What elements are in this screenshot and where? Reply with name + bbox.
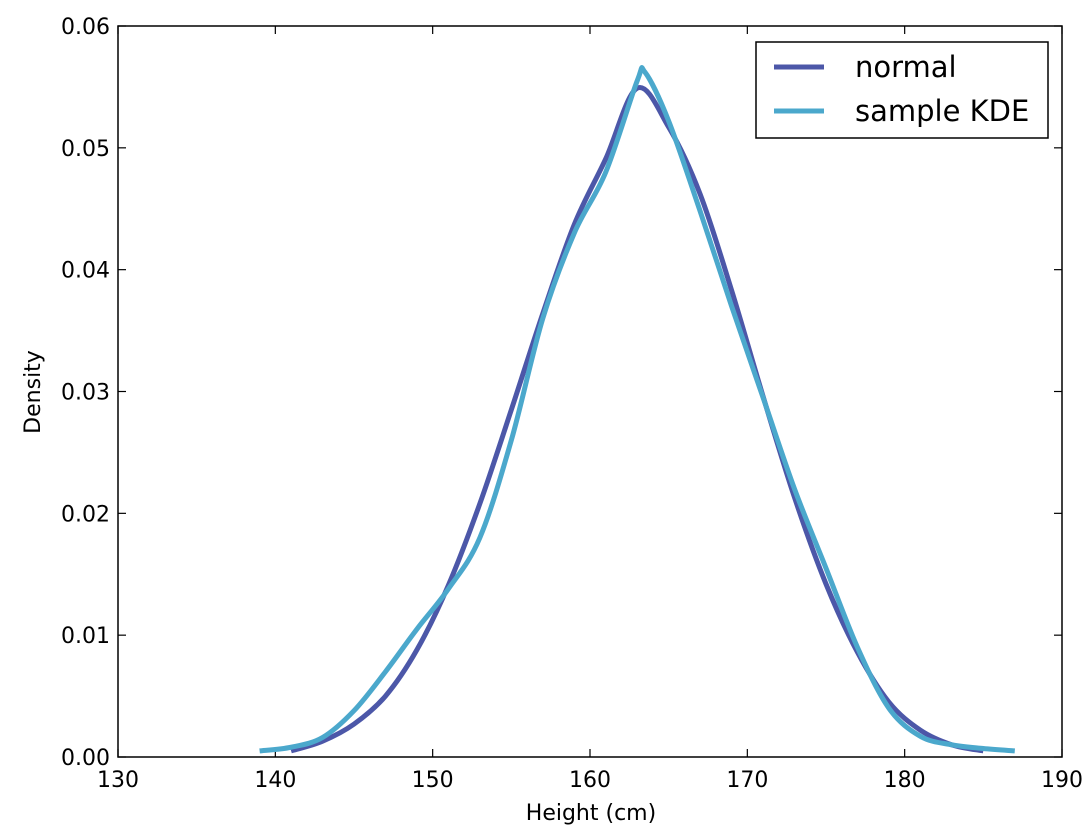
y-tick-label: 0.01 [61, 624, 110, 649]
x-tick-label: 140 [254, 768, 296, 793]
y-tick-label: 0.05 [61, 137, 110, 162]
legend-label-normal: normal [855, 50, 957, 84]
legend: normal sample KDE [755, 41, 1049, 139]
y-tick-label: 0.06 [61, 15, 110, 40]
y-tick-label: 0.00 [61, 746, 110, 771]
x-tick-label: 160 [569, 768, 611, 793]
series-line-normal [290, 85, 984, 754]
y-tick-label: 0.04 [61, 259, 110, 284]
y-tick-label: 0.02 [61, 502, 110, 527]
x-tick-label: 150 [412, 768, 454, 793]
series-line-sample-kde [259, 65, 1015, 754]
y-tick-label: 0.03 [61, 381, 110, 406]
legend-label-sample-kde: sample KDE [855, 94, 1029, 128]
x-axis: 130 140 150 160 170 180 190 [97, 26, 1083, 793]
x-tick-label: 180 [884, 768, 926, 793]
series-layer [259, 65, 1015, 754]
x-tick-label: 170 [726, 768, 768, 793]
y-axis-label: Density [21, 350, 46, 434]
y-axis: 0.00 0.01 0.02 0.03 0.04 0.05 0.06 [61, 15, 1062, 771]
x-tick-label: 130 [97, 768, 139, 793]
legend-frame [755, 41, 1049, 139]
x-axis-label: Height (cm) [526, 801, 656, 826]
x-tick-label: 190 [1041, 768, 1083, 793]
